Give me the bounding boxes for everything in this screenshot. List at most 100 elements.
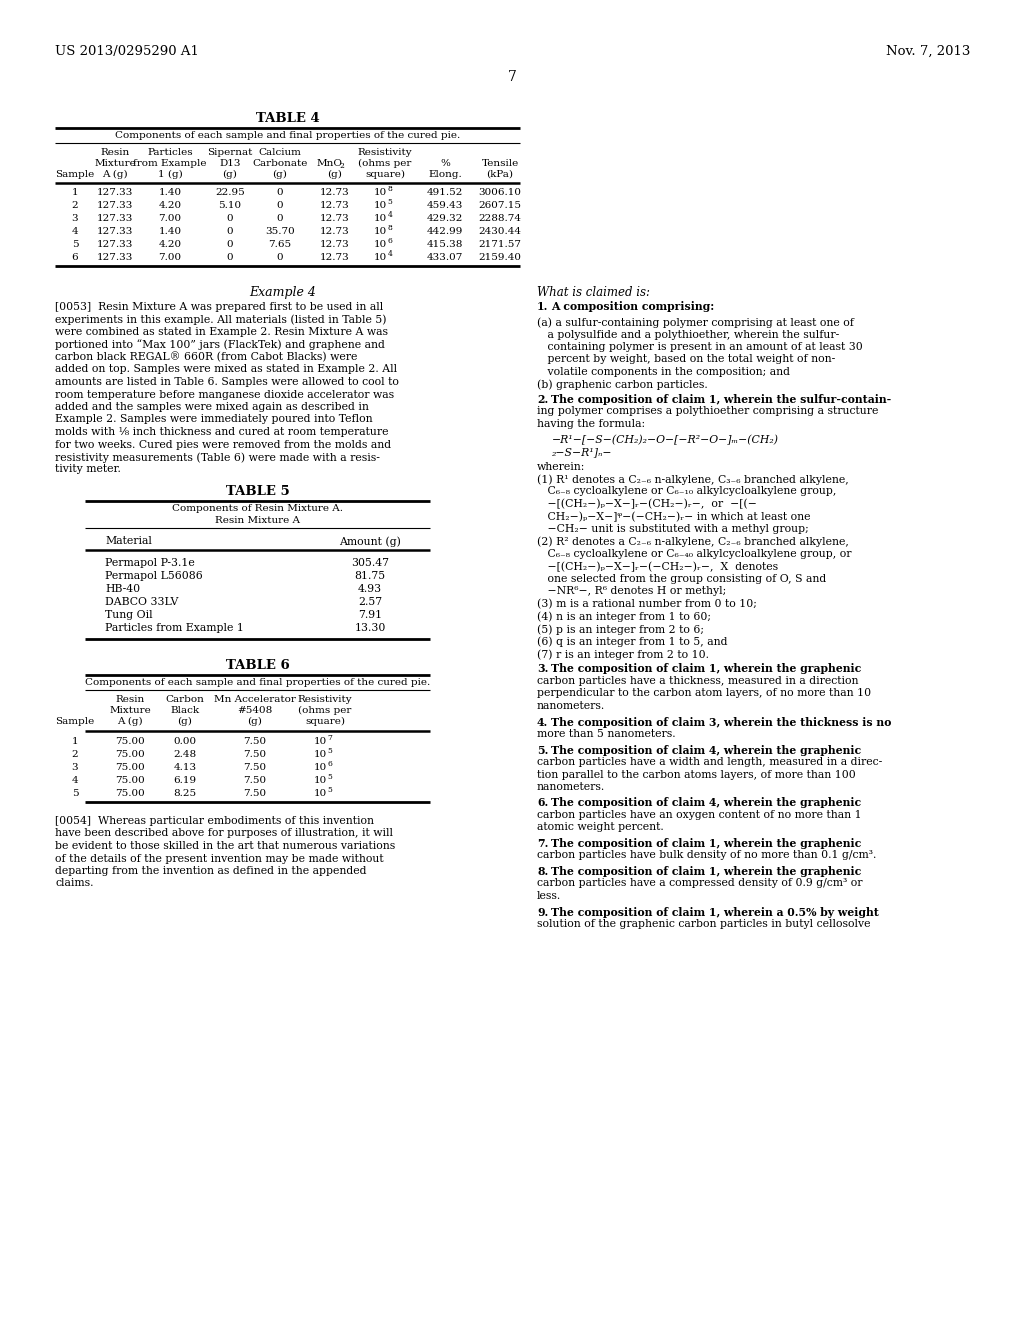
Text: The composition of claim 1, wherein the graphenic: The composition of claim 1, wherein the … [551, 866, 861, 876]
Text: one selected from the group consisting of O, S and: one selected from the group consisting o… [537, 574, 826, 583]
Text: 0: 0 [226, 240, 233, 249]
Text: 10: 10 [313, 737, 327, 746]
Text: 2288.74: 2288.74 [478, 214, 521, 223]
Text: 1.40: 1.40 [159, 187, 181, 197]
Text: 1.: 1. [537, 301, 549, 313]
Text: tivity meter.: tivity meter. [55, 465, 121, 474]
Text: 429.32: 429.32 [427, 214, 463, 223]
Text: solution of the graphenic carbon particles in butyl cellosolve: solution of the graphenic carbon particl… [537, 919, 870, 929]
Text: 5: 5 [72, 240, 78, 249]
Text: 2430.44: 2430.44 [478, 227, 521, 236]
Text: 7.65: 7.65 [268, 240, 292, 249]
Text: added on top. Samples were mixed as stated in Example 2. All: added on top. Samples were mixed as stat… [55, 364, 397, 375]
Text: 12.73: 12.73 [321, 214, 350, 223]
Text: 75.00: 75.00 [115, 763, 144, 772]
Text: carbon particles have a thickness, measured in a direction: carbon particles have a thickness, measu… [537, 676, 858, 686]
Text: experiments in this example. All materials (listed in Table 5): experiments in this example. All materia… [55, 314, 386, 325]
Text: (ohms per: (ohms per [298, 706, 351, 715]
Text: 10: 10 [374, 227, 387, 236]
Text: Resistivity: Resistivity [357, 148, 413, 157]
Text: 127.33: 127.33 [97, 240, 133, 249]
Text: TABLE 5: TABLE 5 [225, 484, 290, 498]
Text: 75.00: 75.00 [115, 737, 144, 746]
Text: D13: D13 [219, 158, 241, 168]
Text: claims.: claims. [55, 879, 93, 888]
Text: 81.75: 81.75 [354, 572, 386, 581]
Text: 0: 0 [226, 227, 233, 236]
Text: −[(CH₂−)ₚ−X−]ᵣ−(−CH₂−)ᵣ−,  X  denotes: −[(CH₂−)ₚ−X−]ᵣ−(−CH₂−)ᵣ−, X denotes [537, 561, 778, 572]
Text: (g): (g) [272, 170, 288, 180]
Text: carbon particles have an oxygen content of no more than 1: carbon particles have an oxygen content … [537, 810, 861, 820]
Text: Elong.: Elong. [428, 170, 462, 180]
Text: square): square) [305, 717, 345, 726]
Text: 13.30: 13.30 [354, 623, 386, 634]
Text: 10: 10 [374, 240, 387, 249]
Text: 0.00: 0.00 [173, 737, 197, 746]
Text: 127.33: 127.33 [97, 201, 133, 210]
Text: 10: 10 [374, 187, 387, 197]
Text: 127.33: 127.33 [97, 227, 133, 236]
Text: Nov. 7, 2013: Nov. 7, 2013 [886, 45, 970, 58]
Text: 2.48: 2.48 [173, 750, 197, 759]
Text: 10: 10 [374, 253, 387, 261]
Text: Sipernat: Sipernat [207, 148, 253, 157]
Text: containing polymer is present in an amount of at least 30: containing polymer is present in an amou… [537, 342, 863, 352]
Text: 75.00: 75.00 [115, 776, 144, 785]
Text: 2.57: 2.57 [358, 597, 382, 607]
Text: Tensile: Tensile [481, 158, 518, 168]
Text: 8: 8 [387, 185, 392, 193]
Text: Resin: Resin [116, 696, 144, 704]
Text: 7.50: 7.50 [244, 776, 266, 785]
Text: Tung Oil: Tung Oil [105, 610, 153, 620]
Text: 10: 10 [374, 201, 387, 210]
Text: Amount (g): Amount (g) [339, 536, 401, 546]
Text: What is claimed is:: What is claimed is: [537, 286, 650, 300]
Text: 5: 5 [328, 785, 333, 795]
Text: 7.00: 7.00 [159, 214, 181, 223]
Text: −[(CH₂−)ₚ−X−]ᵣ−(CH₂−)ᵣ−,  or  −[(−: −[(CH₂−)ₚ−X−]ᵣ−(CH₂−)ᵣ−, or −[(− [537, 499, 757, 510]
Text: Permapol L56086: Permapol L56086 [105, 572, 203, 581]
Text: Calcium: Calcium [259, 148, 301, 157]
Text: 2607.15: 2607.15 [478, 201, 521, 210]
Text: 6.19: 6.19 [173, 776, 197, 785]
Text: (a) a sulfur-containing polymer comprising at least one of: (a) a sulfur-containing polymer comprisi… [537, 317, 854, 327]
Text: carbon particles have bulk density of no more than 0.1 g/cm³.: carbon particles have bulk density of no… [537, 850, 877, 861]
Text: ₂−S−R¹]ₙ−: ₂−S−R¹]ₙ− [552, 447, 612, 457]
Text: 4.: 4. [537, 717, 548, 727]
Text: 2159.40: 2159.40 [478, 253, 521, 261]
Text: (5) p is an integer from 2 to 6;: (5) p is an integer from 2 to 6; [537, 624, 705, 635]
Text: 12.73: 12.73 [321, 240, 350, 249]
Text: molds with ⅛ inch thickness and cured at room temperature: molds with ⅛ inch thickness and cured at… [55, 426, 388, 437]
Text: (g): (g) [248, 717, 262, 726]
Text: 5: 5 [72, 789, 78, 799]
Text: 127.33: 127.33 [97, 187, 133, 197]
Text: 7.50: 7.50 [244, 763, 266, 772]
Text: 4.93: 4.93 [358, 583, 382, 594]
Text: having the formula:: having the formula: [537, 418, 645, 429]
Text: 2: 2 [340, 162, 344, 170]
Text: 12.73: 12.73 [321, 201, 350, 210]
Text: C₆₋₈ cycloalkylene or C₆₋₄₀ alkylcycloalkylene group, or: C₆₋₈ cycloalkylene or C₆₋₄₀ alkylcycloal… [537, 549, 852, 558]
Text: Components of each sample and final properties of the cured pie.: Components of each sample and final prop… [85, 678, 430, 686]
Text: #5408: #5408 [238, 706, 272, 715]
Text: 127.33: 127.33 [97, 214, 133, 223]
Text: Example 4: Example 4 [249, 286, 316, 300]
Text: volatile components in the composition; and: volatile components in the composition; … [537, 367, 790, 378]
Text: Sample: Sample [55, 170, 94, 180]
Text: portioned into “Max 100” jars (FlackTek) and graphene and: portioned into “Max 100” jars (FlackTek)… [55, 339, 385, 350]
Text: Black: Black [170, 706, 200, 715]
Text: Components of each sample and final properties of the cured pie.: Components of each sample and final prop… [115, 131, 460, 140]
Text: CH₂−)ₚ−X−]ᵠ−(−CH₂−)ᵣ− in which at least one: CH₂−)ₚ−X−]ᵠ−(−CH₂−)ᵣ− in which at least … [537, 511, 811, 521]
Text: 3: 3 [72, 763, 78, 772]
Text: Resin Mixture A: Resin Mixture A [215, 516, 300, 525]
Text: Material: Material [105, 536, 152, 546]
Text: MnO: MnO [317, 158, 343, 168]
Text: 5: 5 [387, 198, 392, 206]
Text: Carbonate: Carbonate [252, 158, 307, 168]
Text: 4: 4 [387, 249, 392, 257]
Text: resistivity measurements (Table 6) were made with a resis-: resistivity measurements (Table 6) were … [55, 451, 380, 462]
Text: Resin: Resin [100, 148, 130, 157]
Text: 8.: 8. [537, 866, 548, 876]
Text: 3.: 3. [537, 664, 549, 675]
Text: (1) R¹ denotes a C₂₋₆ n-alkylene, C₃₋₆ branched alkylene,: (1) R¹ denotes a C₂₋₆ n-alkylene, C₃₋₆ b… [537, 474, 849, 484]
